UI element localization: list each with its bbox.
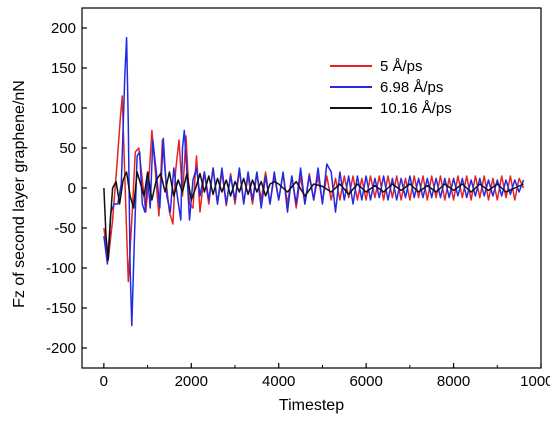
ticks-layer: 0 2000 4000 6000 8000 10000 -200 -150 -100 -50 0 50…	[46, 20, 550, 390]
x-tick-label: 10000	[520, 373, 550, 390]
y-tick-label: -50	[54, 220, 76, 237]
y-tick-label: 0	[68, 180, 76, 197]
series-layer	[103, 36, 525, 327]
x-tick-label: 4000	[262, 373, 295, 390]
x-tick-label: 0	[100, 373, 108, 390]
y-tick-label: -150	[46, 300, 76, 317]
series-line-1	[103, 95, 525, 283]
series-line-3	[103, 171, 524, 261]
y-tick-label: 200	[51, 20, 76, 37]
legend-label-1: 5 Å/ps	[380, 58, 423, 75]
y-tick-label: -100	[46, 260, 76, 277]
legend: 5 Å/ps 6.98 Å/ps 10.16 Å/ps	[330, 58, 452, 117]
x-tick-label: 6000	[349, 373, 382, 390]
legend-label-3: 10.16 Å/ps	[380, 100, 452, 117]
y-tick-label: 50	[59, 140, 76, 157]
x-tick-label: 2000	[175, 373, 208, 390]
y-tick-label: 150	[51, 60, 76, 77]
y-axis-title: Fz of second layer graphene/nN	[11, 80, 28, 308]
x-axis-title: Timestep	[279, 397, 344, 414]
y-tick-label: 100	[51, 100, 76, 117]
x-tick-label: 8000	[437, 373, 470, 390]
legend-label-2: 6.98 Å/ps	[380, 79, 443, 96]
y-tick-label: -200	[46, 340, 76, 357]
series-line-2	[103, 36, 525, 327]
